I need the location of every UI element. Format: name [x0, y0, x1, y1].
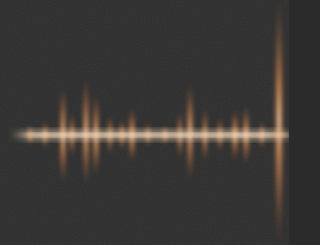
beam-core [14, 134, 289, 137]
spike [274, 0, 284, 245]
page [0, 0, 289, 245]
sound-wave-image [0, 0, 289, 245]
